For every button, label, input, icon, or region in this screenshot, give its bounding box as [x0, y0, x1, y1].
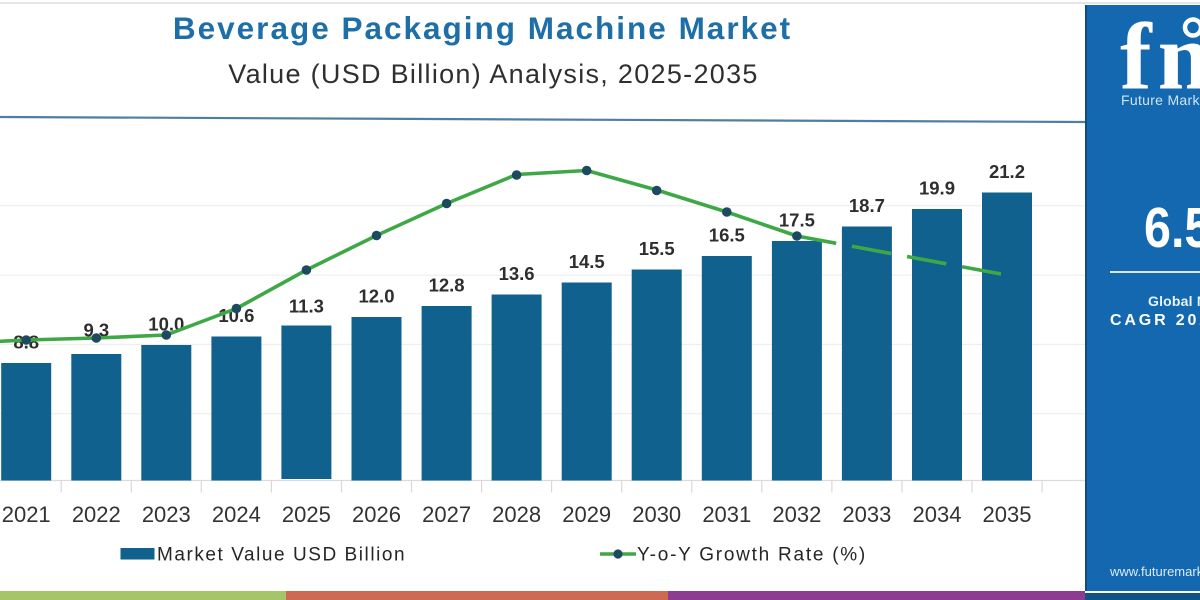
svg-text:2025: 2025 [282, 502, 331, 527]
svg-text:21.2: 21.2 [989, 161, 1025, 182]
svg-text:2024: 2024 [212, 502, 261, 527]
svg-text:17.5: 17.5 [779, 210, 815, 231]
svg-text:2023: 2023 [142, 502, 191, 527]
svg-text:Y-o-Y Growth Rate (%): Y-o-Y Growth Rate (%) [637, 545, 867, 566]
svg-text:2027: 2027 [422, 502, 471, 527]
svg-text:11.3: 11.3 [289, 296, 324, 317]
svg-text:2028: 2028 [492, 502, 541, 527]
svg-text:Future Market Insights: Future Market Insights [1121, 92, 1200, 108]
svg-text:14.5: 14.5 [569, 251, 605, 272]
svg-text:12.8: 12.8 [429, 275, 465, 296]
svg-text:2033: 2033 [842, 502, 891, 527]
svg-text:2021: 2021 [2, 502, 51, 527]
svg-text:18.7: 18.7 [849, 195, 885, 216]
svg-text:19.9: 19.9 [919, 178, 955, 199]
svg-text:13.6: 13.6 [499, 263, 535, 284]
svg-text:2030: 2030 [632, 502, 681, 527]
svg-text:2034: 2034 [913, 502, 962, 527]
svg-text:2031: 2031 [702, 502, 751, 527]
svg-text:2032: 2032 [772, 502, 821, 527]
svg-text:10.0: 10.0 [148, 314, 184, 335]
svg-text:16.5: 16.5 [709, 225, 745, 246]
svg-text:2035: 2035 [983, 502, 1032, 527]
svg-text:Market Value USD Billion: Market Value USD Billion [157, 545, 406, 566]
svg-text:12.0: 12.0 [358, 286, 394, 307]
svg-text:9.3: 9.3 [83, 320, 109, 341]
svg-text:2026: 2026 [352, 502, 401, 527]
svg-text:15.5: 15.5 [639, 238, 675, 259]
svg-text:2029: 2029 [562, 502, 611, 527]
svg-text:2022: 2022 [72, 502, 121, 527]
